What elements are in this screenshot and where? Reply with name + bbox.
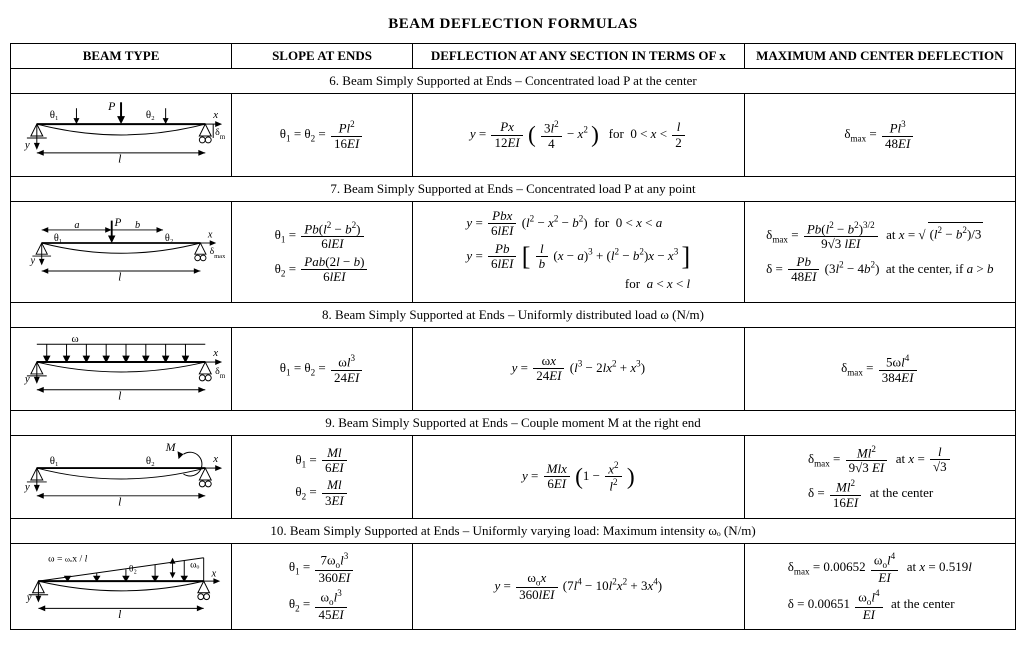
svg-text:θ₂: θ₂ xyxy=(146,109,155,121)
case-8-title: 8. Beam Simply Supported at Ends – Unifo… xyxy=(11,302,1016,327)
svg-text:M: M xyxy=(165,440,177,454)
svg-text:θ₂: θ₂ xyxy=(165,233,174,244)
col-max: MAXIMUM AND CENTER DEFLECTION xyxy=(744,44,1015,69)
col-deflection: DEFLECTION AT ANY SECTION IN TERMS OF x xyxy=(412,44,744,69)
case-9-title: 9. Beam Simply Supported at Ends – Coupl… xyxy=(11,410,1016,435)
case-8-diagram: ω x δmax l y xyxy=(11,327,232,410)
svg-text:l: l xyxy=(118,271,121,283)
svg-text:θ₁: θ₁ xyxy=(50,455,59,467)
svg-text:ω: ω xyxy=(72,333,79,345)
case-7-max: δmax = Pb(l2 − b2)3/29√3 lEI at x = (l2 … xyxy=(744,202,1015,303)
case-8-max: δmax = 5ωl4384EI xyxy=(744,327,1015,410)
case-7-title: 7. Beam Simply Supported at Ends – Conce… xyxy=(11,177,1016,202)
case-9-deflection: y = Mlx6EI (1 − x2l2 ) xyxy=(412,435,744,518)
svg-text:l: l xyxy=(118,495,122,509)
case-6-row: P θ₁ θ₂ x δmax l y θ1 = θ2 = Pl216EI xyxy=(11,94,1016,177)
case-6-deflection: y = Px12EI ( 3l24 − x2 ) for 0 < x < l2 xyxy=(412,94,744,177)
svg-text:y: y xyxy=(26,591,32,603)
svg-text:y: y xyxy=(24,373,30,385)
svg-text:x: x xyxy=(212,347,218,359)
case-10-deflection: y = ωox360lEI (7l4 − 10l2x2 + 3x4) xyxy=(412,543,744,629)
case-8-slope: θ1 = θ2 = ωl324EI xyxy=(232,327,413,410)
svg-text:b: b xyxy=(135,220,140,231)
case-10-max: δmax = 0.00652 ωol4EI at x = 0.519l δ = … xyxy=(744,543,1015,629)
case-10-diagram: ω = ωₒx / l θ₂ ωₒ x l y xyxy=(11,543,232,629)
case-7-slope: θ1 = Pb(l2 − b2)6lEI θ2 = Pab(2l − b)6lE… xyxy=(232,202,413,303)
svg-text:x: x xyxy=(207,229,213,240)
case-8-row: ω x δmax l y θ1 = θ2 = ωl324EI y = ωx24E… xyxy=(11,327,1016,410)
case-9-max: δmax = Ml29√3 EI at x = l√3 δ = Ml216EI … xyxy=(744,435,1015,518)
svg-text:θ₂: θ₂ xyxy=(129,563,137,574)
svg-text:y: y xyxy=(24,139,30,151)
case-9-title-row: 9. Beam Simply Supported at Ends – Coupl… xyxy=(11,410,1016,435)
svg-text:y: y xyxy=(30,256,36,267)
case-6-diagram: P θ₁ θ₂ x δmax l y xyxy=(11,94,232,177)
svg-text:ω = ωₒx / l: ω = ωₒx / l xyxy=(48,553,88,564)
case-9-row: M θ₁ θ₂ x l y θ1 = Ml6EI θ2 = Ml3EI xyxy=(11,435,1016,518)
case-7-diagram: P a b θ₁ θ₂ x δmax l y xyxy=(11,202,232,303)
case-6-title-row: 6. Beam Simply Supported at Ends – Conce… xyxy=(11,69,1016,94)
svg-text:x: x xyxy=(212,109,218,121)
svg-text:a: a xyxy=(74,220,79,231)
svg-text:θ₂: θ₂ xyxy=(146,455,155,467)
case-10-title: 10. Beam Simply Supported at Ends – Unif… xyxy=(11,518,1016,543)
svg-text:l: l xyxy=(118,152,122,166)
case-7-title-row: 7. Beam Simply Supported at Ends – Conce… xyxy=(11,177,1016,202)
case-6-title: 6. Beam Simply Supported at Ends – Conce… xyxy=(11,69,1016,94)
case-10-row: ω = ωₒx / l θ₂ ωₒ x l y θ1 = 7ωol3360EI … xyxy=(11,543,1016,629)
col-slope: SLOPE AT ENDS xyxy=(232,44,413,69)
case-6-slope: θ1 = θ2 = Pl216EI xyxy=(232,94,413,177)
svg-text:θ₁: θ₁ xyxy=(50,109,59,121)
table-header-row: BEAM TYPE SLOPE AT ENDS DEFLECTION AT AN… xyxy=(11,44,1016,69)
case-9-slope: θ1 = Ml6EI θ2 = Ml3EI xyxy=(232,435,413,518)
svg-text:δmax: δmax xyxy=(210,247,225,260)
svg-text:x: x xyxy=(212,453,218,465)
formula-table: BEAM TYPE SLOPE AT ENDS DEFLECTION AT AN… xyxy=(10,43,1016,630)
col-beam-type: BEAM TYPE xyxy=(11,44,232,69)
svg-text:x: x xyxy=(210,567,216,579)
case-10-title-row: 10. Beam Simply Supported at Ends – Unif… xyxy=(11,518,1016,543)
svg-text:y: y xyxy=(24,481,30,493)
case-6-max: δmax = Pl348EI xyxy=(744,94,1015,177)
svg-text:θ₁: θ₁ xyxy=(54,233,62,244)
case-10-slope: θ1 = 7ωol3360EI θ2 = ωol345EI xyxy=(232,543,413,629)
case-7-deflection: y = Pbx6lEI (l2 − x2 − b2) for 0 < x < a… xyxy=(412,202,744,303)
case-8-title-row: 8. Beam Simply Supported at Ends – Unifo… xyxy=(11,302,1016,327)
case-7-row: P a b θ₁θ₂ x δmax l y θ1 = Pb(l2 − b2)6 xyxy=(11,202,1016,303)
svg-text:P: P xyxy=(107,99,115,113)
svg-text:δmax: δmax xyxy=(215,366,225,380)
svg-text:δmax: δmax xyxy=(215,127,225,140)
svg-text:ωₒ: ωₒ xyxy=(190,559,199,570)
svg-text:P: P xyxy=(114,217,122,229)
svg-text:l: l xyxy=(118,389,122,402)
case-8-deflection: y = ωx24EI (l3 − 2lx2 + x3) xyxy=(412,327,744,410)
svg-text:l: l xyxy=(118,608,121,620)
page-title: BEAM DEFLECTION FORMULAS xyxy=(10,16,1016,33)
case-9-diagram: M θ₁ θ₂ x l y xyxy=(11,435,232,518)
